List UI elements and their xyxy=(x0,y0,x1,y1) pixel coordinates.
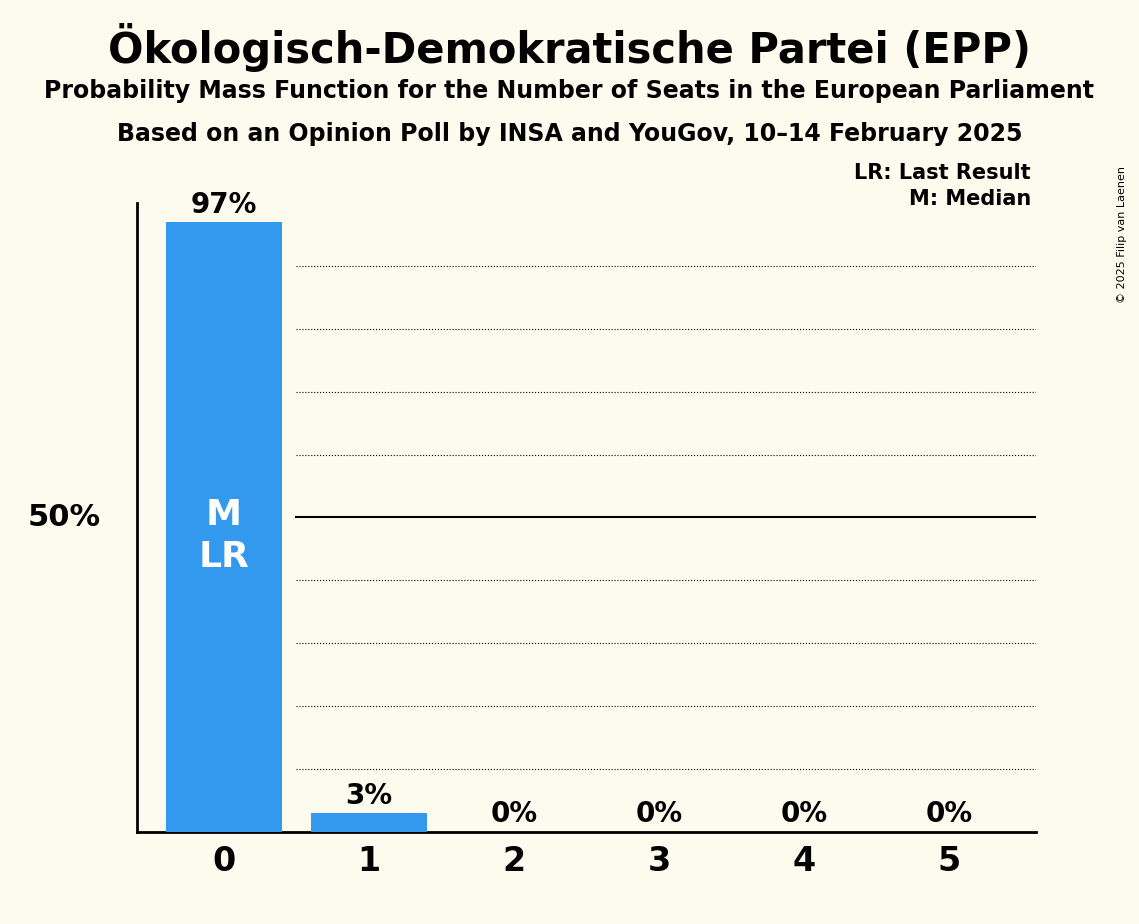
Text: LR: Last Result: LR: Last Result xyxy=(854,163,1031,183)
Text: 3%: 3% xyxy=(345,782,393,809)
Text: M: Median: M: Median xyxy=(909,189,1031,210)
Text: Based on an Opinion Poll by INSA and YouGov, 10–14 February 2025: Based on an Opinion Poll by INSA and You… xyxy=(117,122,1022,146)
Text: 50%: 50% xyxy=(27,503,100,532)
Text: 97%: 97% xyxy=(190,191,257,219)
Text: Probability Mass Function for the Number of Seats in the European Parliament: Probability Mass Function for the Number… xyxy=(44,79,1095,103)
Text: 0%: 0% xyxy=(926,800,973,829)
Text: M
LR: M LR xyxy=(198,498,249,575)
Text: Ökologisch-Demokratische Partei (EPP): Ökologisch-Demokratische Partei (EPP) xyxy=(108,23,1031,72)
Bar xyxy=(311,813,427,832)
Text: 0%: 0% xyxy=(780,800,828,829)
Text: © 2025 Filip van Laenen: © 2025 Filip van Laenen xyxy=(1117,166,1126,303)
Text: 0%: 0% xyxy=(636,800,682,829)
Bar xyxy=(165,222,281,832)
Text: 0%: 0% xyxy=(491,800,538,829)
